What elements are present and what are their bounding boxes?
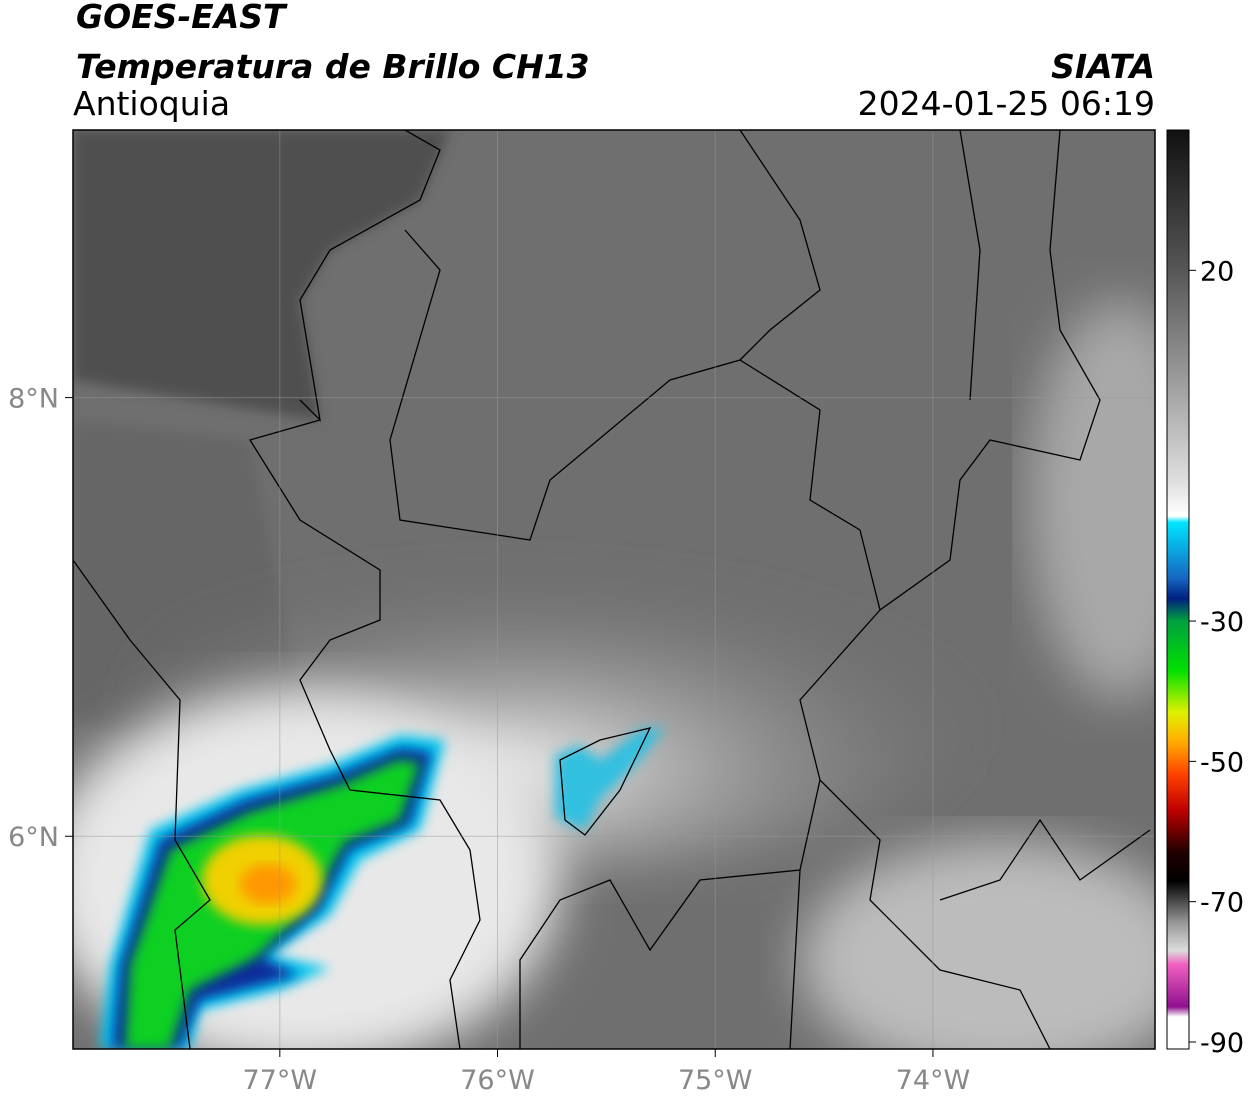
- region-label: Antioquia: [73, 84, 230, 123]
- x-tick-label: 75°W: [678, 1065, 753, 1096]
- map-frame: [72, 129, 1156, 1050]
- colorbar: [1166, 129, 1190, 1050]
- imagery: [73, 130, 1155, 1049]
- colorbar-tick-label: -70: [1200, 888, 1244, 919]
- colorbar-tick-label: -30: [1200, 607, 1244, 638]
- source-title: GOES-EAST: [76, 0, 288, 36]
- y-tick-label: 6°N: [8, 822, 59, 853]
- y-tick-label: 8°N: [8, 384, 59, 415]
- grid: [73, 130, 1155, 1049]
- datetime-label: 2024-01-25 06:19: [858, 84, 1155, 123]
- x-tick-label: 74°W: [896, 1065, 971, 1096]
- colorbar-tick-label: 20: [1200, 256, 1234, 287]
- agency-label: SIATA: [1051, 47, 1155, 86]
- colorbar-tick-label: -90: [1200, 1028, 1244, 1059]
- product-title: Temperatura de Brillo CH13: [76, 47, 590, 86]
- x-tick-label: 76°W: [460, 1065, 535, 1096]
- colorbar-tick-label: -50: [1200, 747, 1244, 778]
- x-tick-label: 77°W: [243, 1065, 318, 1096]
